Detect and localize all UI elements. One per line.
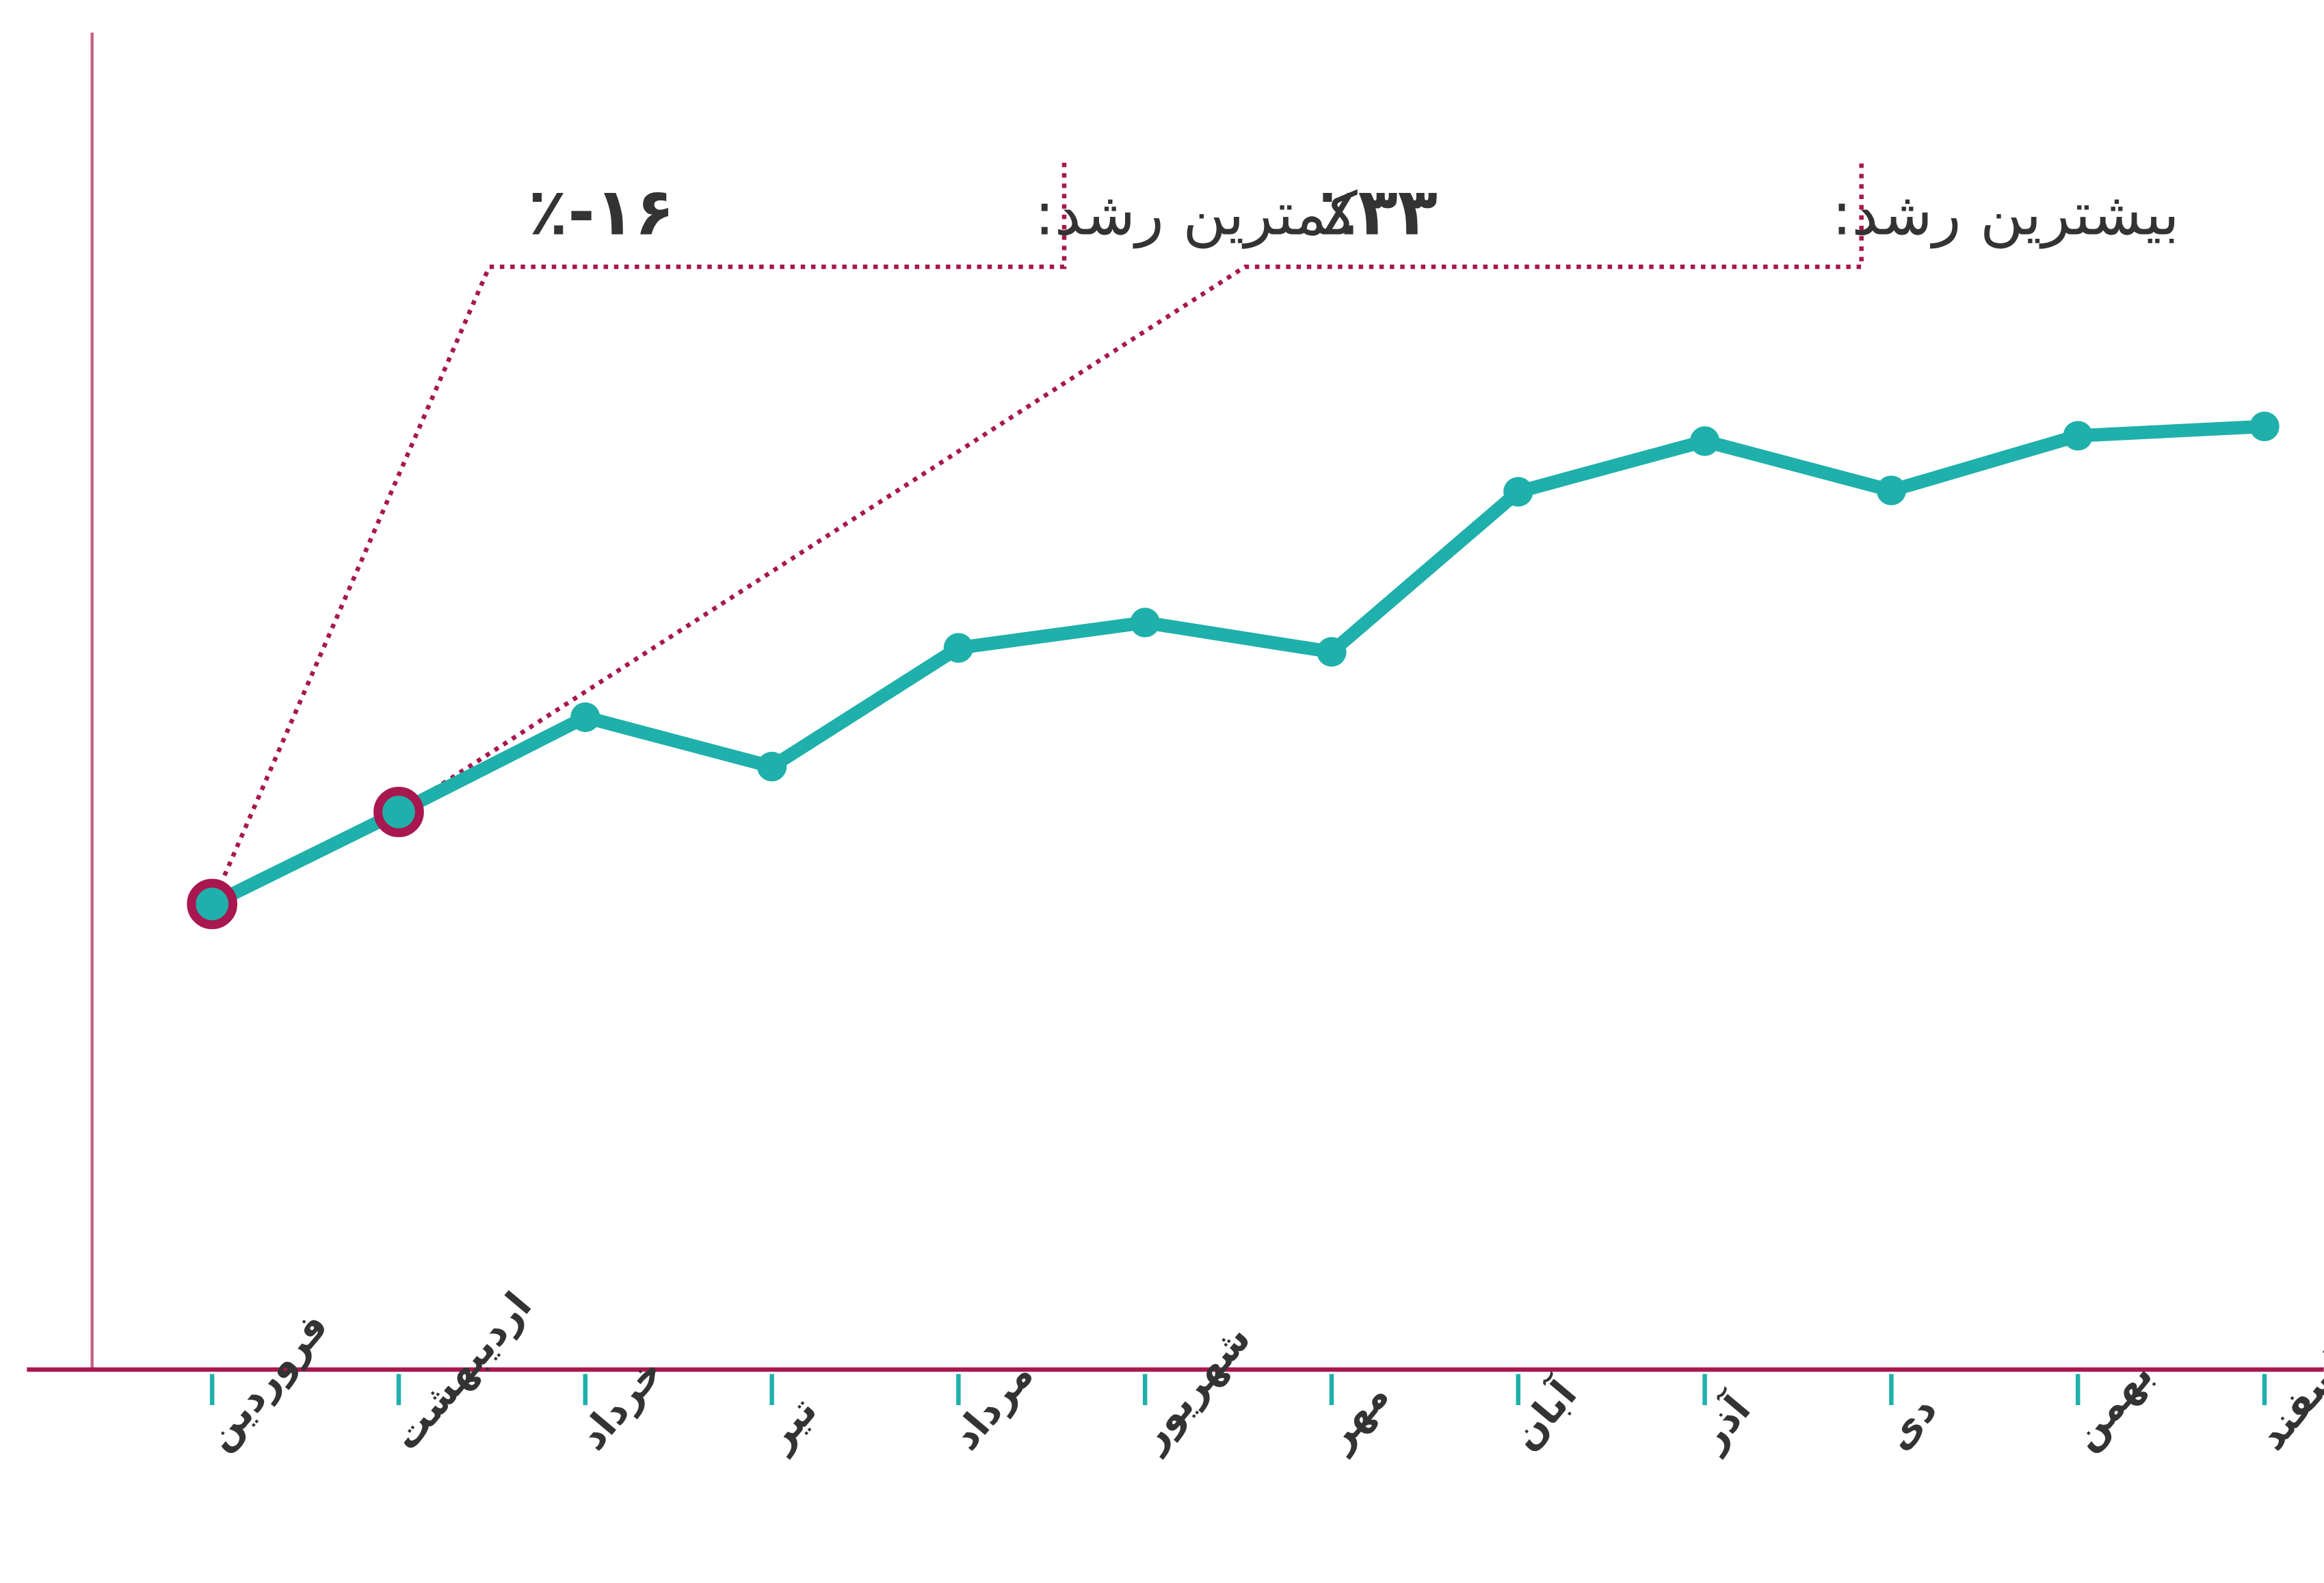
point <box>1130 607 1160 638</box>
point <box>943 633 974 663</box>
point <box>570 702 600 733</box>
annotation-value: ٪-۱۶ <box>528 174 674 250</box>
line <box>205 419 2271 911</box>
x-tick-label: آبان <box>1502 1370 1587 1458</box>
point <box>2063 421 2093 451</box>
x-tick-label: دی <box>1877 1388 1946 1458</box>
x-tick-label: شهریور <box>1129 1317 1260 1461</box>
highlight-point <box>187 878 238 930</box>
annotation-leader <box>397 159 1864 814</box>
point <box>1317 637 1347 667</box>
point <box>1689 426 1720 456</box>
x-tick-label: آذر <box>1687 1386 1760 1461</box>
x-tick-label: تیر <box>756 1389 826 1461</box>
point <box>756 751 787 782</box>
point <box>1876 475 1907 506</box>
x-tick-label: مهر <box>1315 1374 1398 1461</box>
annotation-label: بیشترین رشد: <box>1832 180 2179 248</box>
annotation-label: کمترین رشد: <box>1035 180 1358 248</box>
annotation-leader <box>210 159 1067 905</box>
annotation-value: ٪۳۳ <box>1318 174 1438 250</box>
highlight-point <box>373 787 424 837</box>
x-tick-label: فروردین <box>197 1305 336 1459</box>
point <box>1503 477 1533 507</box>
x-tick-label: اسفند <box>2249 1341 2324 1459</box>
point <box>2249 411 2280 442</box>
